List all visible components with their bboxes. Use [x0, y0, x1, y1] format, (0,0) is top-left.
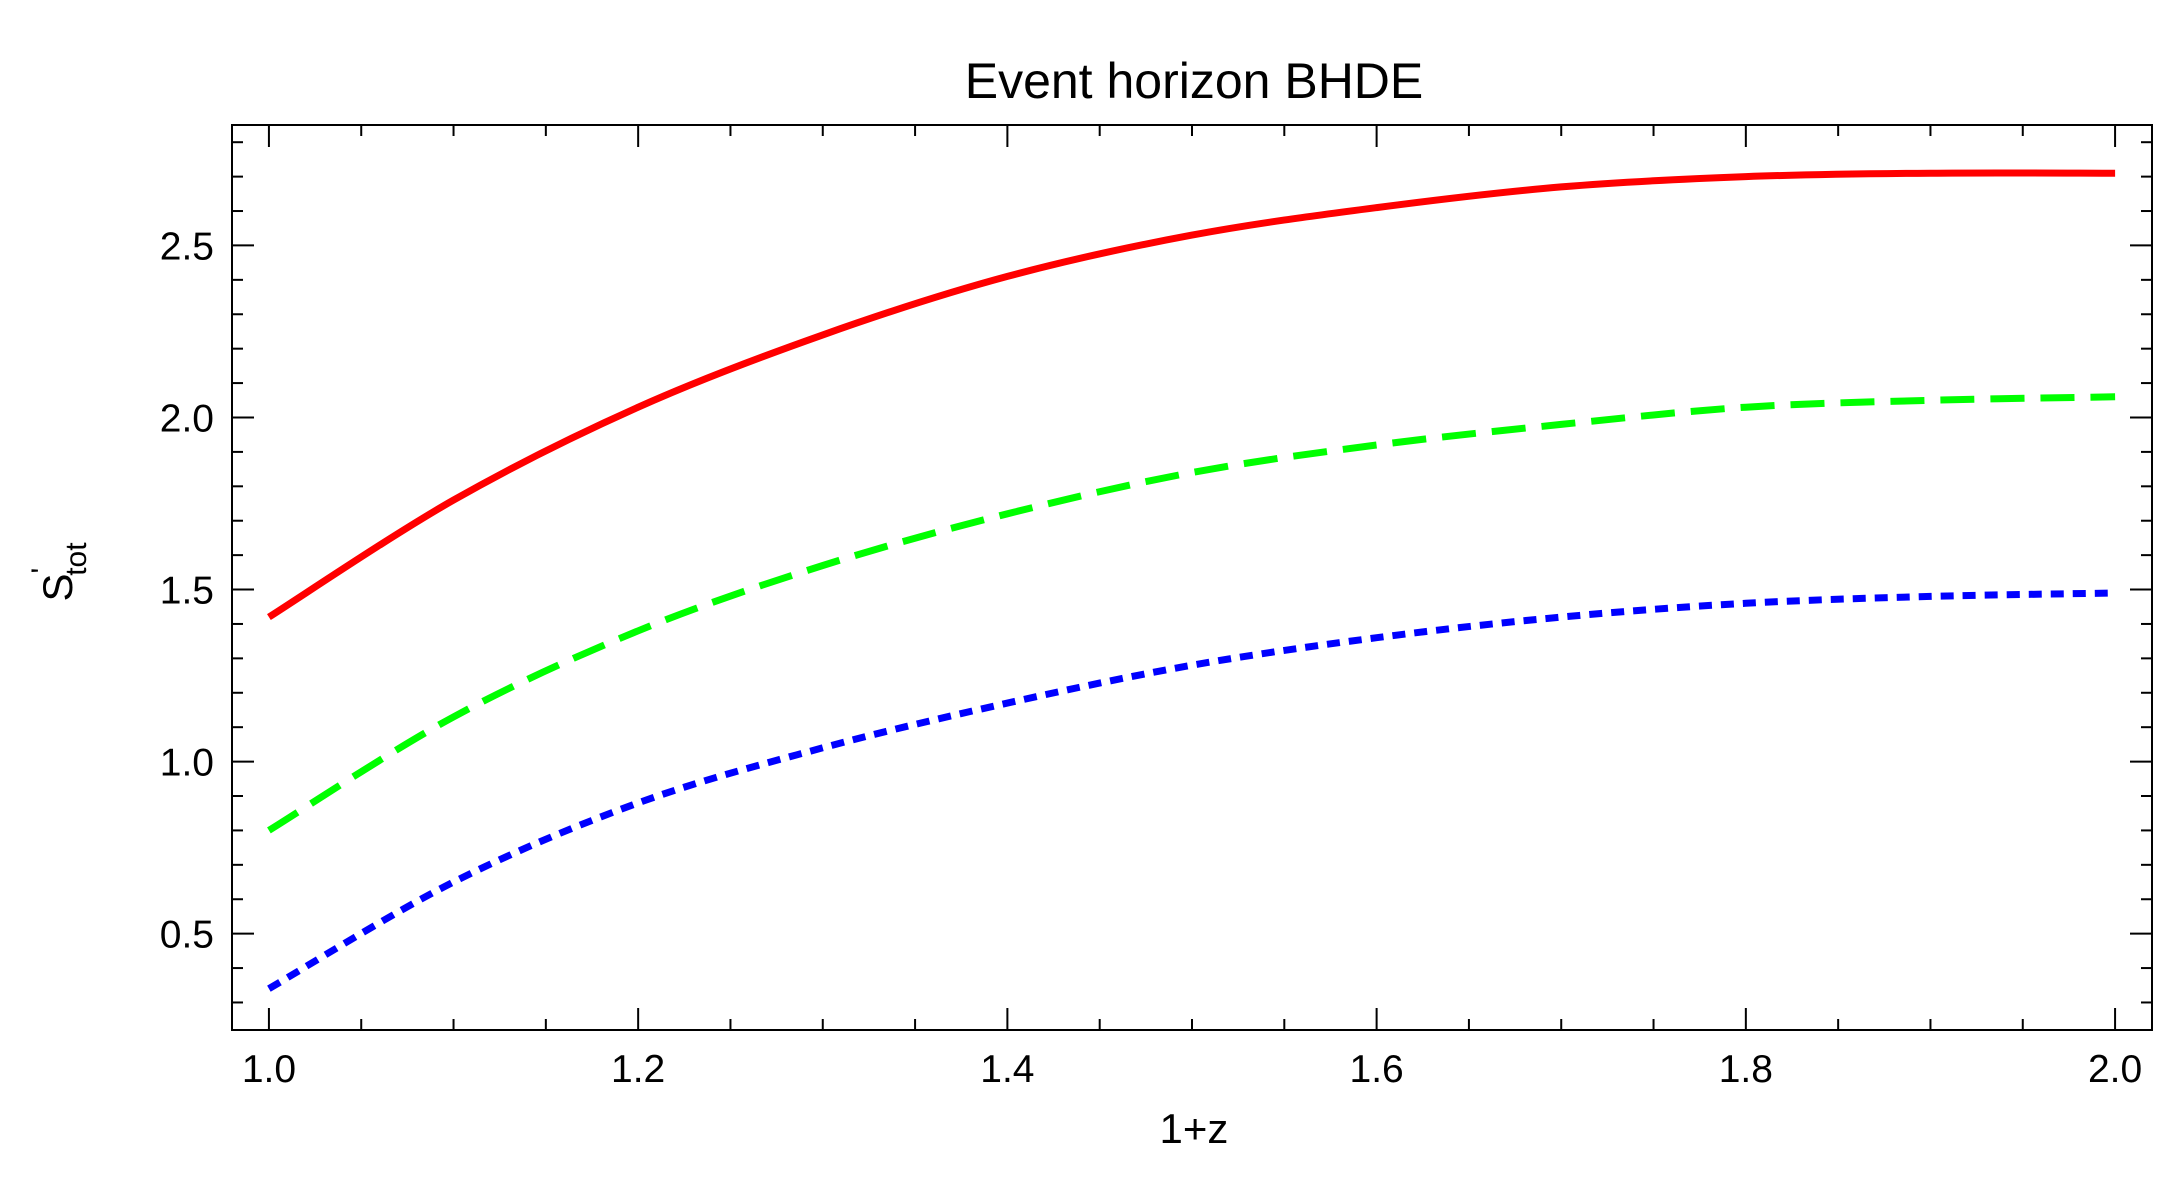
x-tick-label: 1.2 — [611, 1048, 665, 1091]
y-axis-label-symbol: S — [34, 574, 81, 602]
y-axis-label-subscript: tot — [60, 542, 93, 576]
series-line-dashed — [267, 393, 2116, 834]
y-tick-label: 2.0 — [160, 397, 214, 440]
axes-layer: 1.0 1.2 1.4 1.6 1.8 2.0 0.5 1.0 1.5 2.0 2.5 — [160, 124, 2153, 1091]
x-tick-label: 1.0 — [242, 1048, 296, 1091]
y-axis-label-prime: ' — [26, 568, 59, 574]
x-tick-label: 1.4 — [980, 1048, 1034, 1091]
series-line-dotted — [267, 589, 2116, 992]
y-tick-label: 2.5 — [160, 225, 214, 268]
y-tick-label: 0.5 — [160, 914, 214, 957]
series-layer — [267, 169, 2116, 992]
y-axis-label: S'tot — [26, 542, 93, 602]
x-axis-label: 1+z — [1160, 1105, 1229, 1152]
series-line-solid — [267, 169, 2116, 621]
plot-frame — [231, 124, 2153, 1031]
x-tick-label: 1.6 — [1350, 1048, 1404, 1091]
y-tick-label: 1.5 — [160, 570, 214, 613]
chart-title: Event horizon BHDE — [965, 53, 1424, 109]
x-tick-label: 2.0 — [2088, 1048, 2142, 1091]
y-tick-label: 1.0 — [160, 742, 214, 785]
x-tick-label: 1.8 — [1719, 1048, 1773, 1091]
